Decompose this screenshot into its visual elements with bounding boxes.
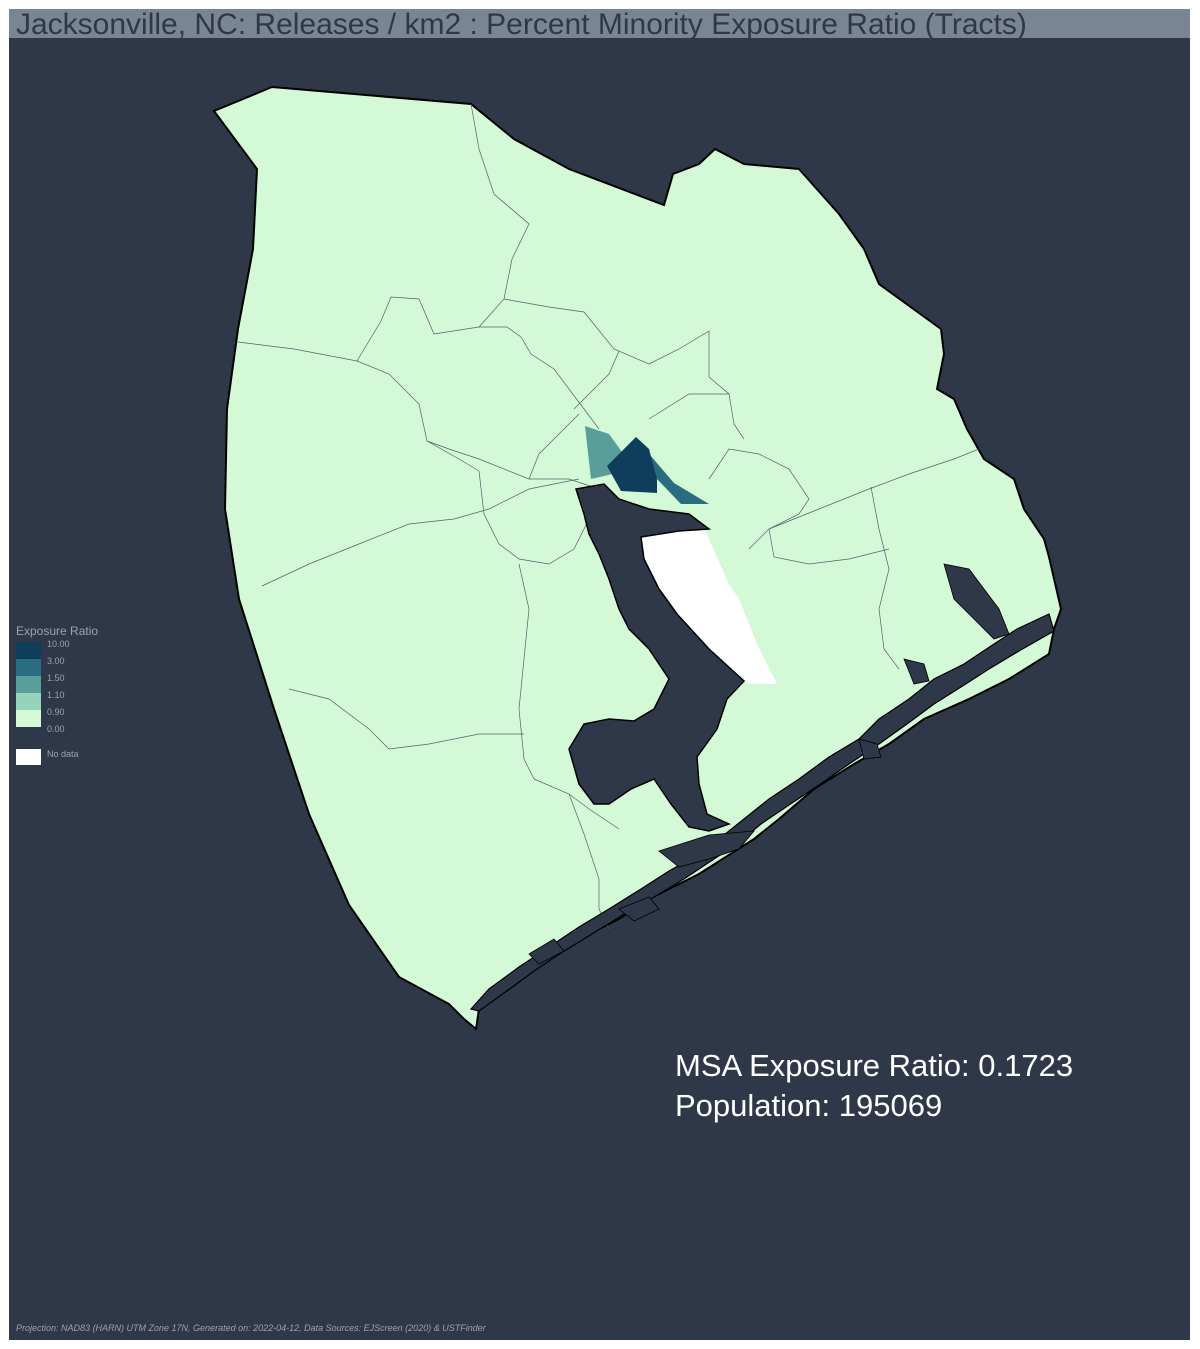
tract-boundaries [237, 103, 980, 930]
map-title: Jacksonville, NC: Releases / km2 : Perce… [16, 9, 1027, 38]
footer-credits: Projection: NAD83 (HARN) UTM Zone 17N, G… [16, 1323, 486, 1333]
choropleth-map [212, 85, 1063, 1031]
msa-exposure-ratio: MSA Exposure Ratio: 0.1723 [675, 1048, 1074, 1083]
legend-title: Exposure Ratio [16, 624, 99, 638]
legend-label: No data [47, 749, 79, 759]
legend-label: 0.90 [47, 707, 65, 717]
legend-item: 1.50 [16, 673, 98, 693]
legend: Exposure Ratio 10.00 3.00 1.50 1.10 0.90… [16, 624, 98, 765]
legend-no-data: No data [16, 749, 98, 765]
legend-item: 3.00 [16, 656, 98, 676]
new-river-water [568, 483, 746, 832]
legend-swatch [16, 642, 41, 659]
legend-label: 10.00 [47, 639, 70, 649]
tract-10-00 [607, 437, 657, 493]
title-bar: Jacksonville, NC: Releases / km2 : Perce… [9, 9, 1190, 38]
legend-swatch [16, 676, 41, 693]
legend-label: 3.00 [47, 656, 65, 666]
legend-item: 0.00 [16, 724, 98, 744]
tract-3-00 [638, 441, 709, 504]
legend-swatch [16, 749, 41, 765]
coastal-marsh [528, 563, 1010, 965]
legend-item: 0.90 [16, 707, 98, 727]
population: Population: 195069 [675, 1088, 943, 1123]
map-frame: Jacksonville, NC: Releases / km2 : Perce… [9, 9, 1190, 1340]
legend-label: 0.00 [47, 724, 65, 734]
legend-swatch [16, 710, 41, 727]
tract-no-data [638, 519, 777, 684]
stats-annotation: MSA Exposure Ratio: 0.1723 Population: 1… [675, 1046, 1073, 1126]
legend-label: 1.50 [47, 673, 65, 683]
legend-label: 1.10 [47, 690, 65, 700]
legend-item: 10.00 [16, 639, 98, 659]
legend-swatch [16, 693, 41, 710]
legend-item: 1.10 [16, 690, 98, 710]
legend-swatch [16, 659, 41, 676]
